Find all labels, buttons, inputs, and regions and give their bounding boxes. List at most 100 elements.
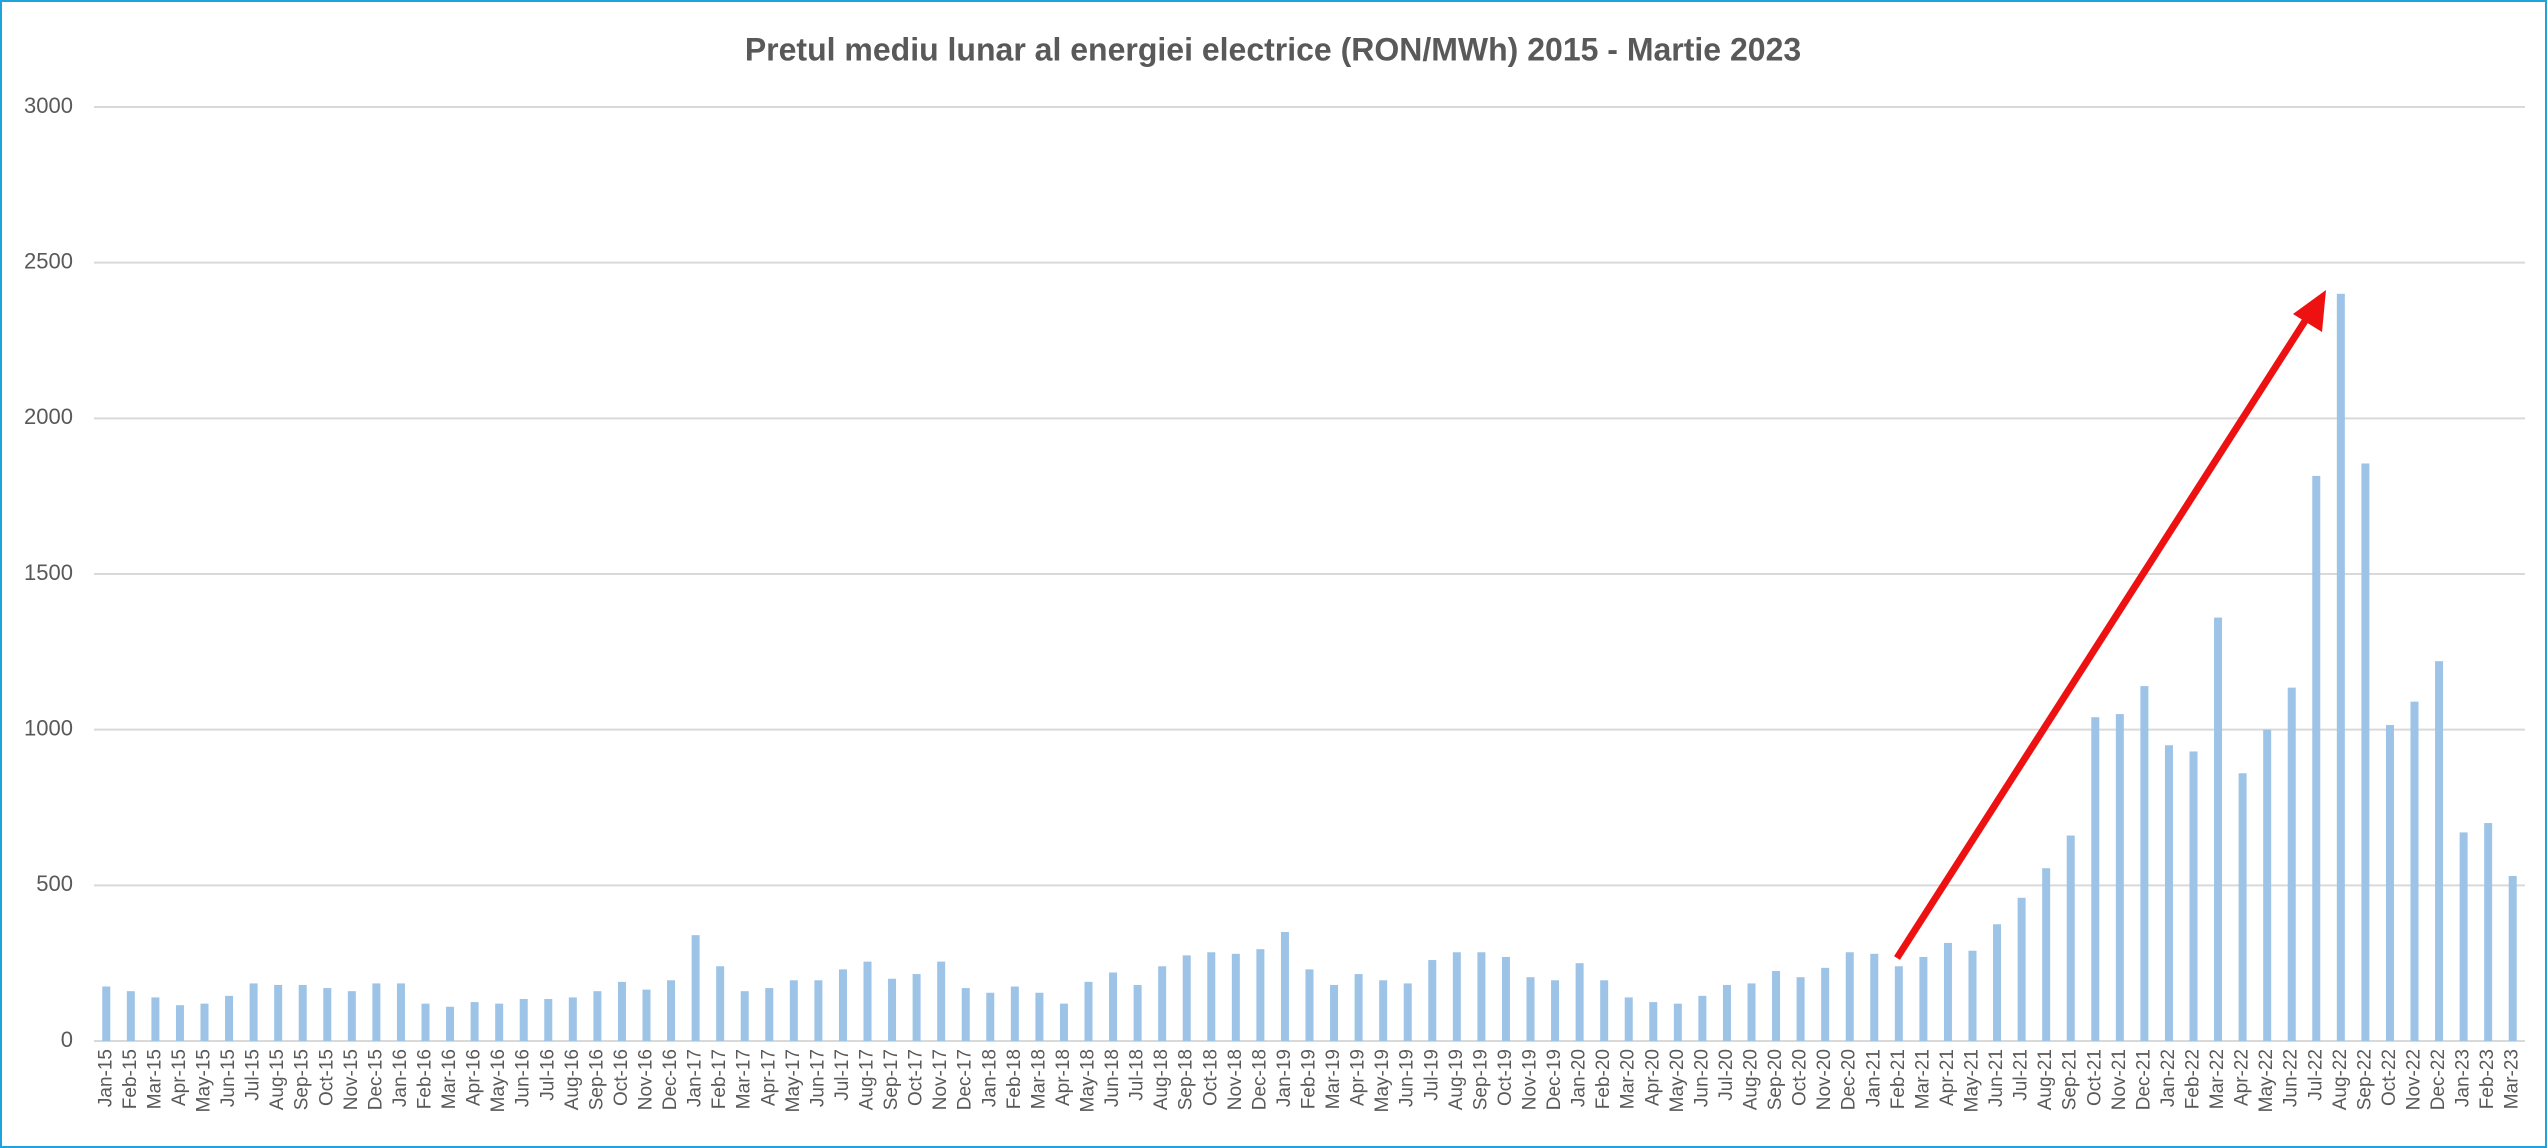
bar: [667, 980, 676, 1041]
bar: [2189, 751, 2198, 1041]
x-tick-label: Mar-15: [144, 1049, 165, 1109]
x-tick-label: Jul-21: [2011, 1049, 2032, 1101]
x-tick-label: Oct-21: [2084, 1049, 2105, 1106]
bar: [1403, 983, 1412, 1041]
bar: [1379, 980, 1388, 1041]
bar: [2484, 823, 2493, 1041]
x-tick-label: Jul-19: [1421, 1049, 1442, 1101]
x-tick-label: Nov-20: [1814, 1049, 1835, 1110]
y-tick-label: 2500: [24, 248, 73, 273]
arrow: [1894, 290, 2326, 960]
x-tick-label: Sep-21: [2060, 1049, 2081, 1110]
x-tick-label: Jun-19: [1397, 1049, 1418, 1107]
x-tick-label: Mar-23: [2502, 1049, 2523, 1109]
bar: [1526, 977, 1535, 1041]
bar: [421, 1003, 430, 1041]
x-tick-label: Feb-15: [120, 1049, 141, 1109]
x-tick-label: Jan-23: [2453, 1049, 2474, 1107]
bar: [1428, 960, 1437, 1041]
x-tick-label: Aug-19: [1446, 1049, 1467, 1110]
x-tick-label: Sep-17: [881, 1049, 902, 1110]
bar: [1305, 969, 1314, 1041]
y-tick-label: 2000: [24, 404, 73, 429]
x-tick-label: Sep-18: [1176, 1049, 1197, 1110]
bar: [1968, 950, 1977, 1041]
bar: [1894, 966, 1903, 1041]
y-tick-label: 1000: [24, 715, 73, 740]
y-tick-label: 1500: [24, 560, 73, 585]
bar: [1182, 955, 1191, 1041]
bar: [1551, 980, 1560, 1041]
x-tick-label: Mar-21: [1912, 1049, 1933, 1109]
x-tick-label: Aug-20: [1741, 1049, 1762, 1110]
x-tick-label: Jun-16: [513, 1049, 534, 1107]
bar: [1919, 956, 1928, 1041]
x-tick-label: Nov-18: [1225, 1049, 1246, 1110]
x-tick-label: Apr-19: [1348, 1049, 1369, 1106]
x-tick-label: May-18: [1078, 1049, 1099, 1112]
x-tick-label: Feb-23: [2477, 1049, 2498, 1109]
bar: [2385, 724, 2394, 1041]
bar: [716, 966, 725, 1041]
bar: [2459, 832, 2468, 1041]
x-tick-label: Jul-22: [2305, 1049, 2326, 1101]
bar: [1673, 1003, 1682, 1041]
bar: [2508, 875, 2517, 1041]
y-tick-label: 3000: [24, 93, 73, 118]
x-tick-label: Feb-18: [1004, 1049, 1025, 1109]
bar: [2091, 717, 2100, 1041]
bar: [151, 997, 160, 1041]
x-tick-label: Aug-15: [267, 1049, 288, 1110]
bar: [2164, 745, 2173, 1041]
x-tick-label: Feb-20: [1593, 1049, 1614, 1109]
x-tick-label: Jan-22: [2158, 1049, 2179, 1107]
x-tick-label: Feb-17: [709, 1049, 730, 1109]
x-tick-label: Jan-16: [390, 1049, 411, 1107]
bar: [126, 991, 135, 1041]
bar: [1231, 953, 1240, 1041]
x-tick-label: Jan-17: [685, 1049, 706, 1107]
bar: [765, 988, 774, 1041]
x-tick-label: Jun-21: [1986, 1049, 2007, 1107]
x-tick-label: Aug-22: [2330, 1049, 2351, 1110]
bar: [1722, 984, 1731, 1041]
bar: [323, 988, 332, 1041]
bar: [2140, 686, 2149, 1041]
x-tick-label: Jun-18: [1102, 1049, 1123, 1107]
x-tick-label: Mar-22: [2207, 1049, 2228, 1109]
x-tick-label: Jan-21: [1863, 1049, 1884, 1107]
bar: [1845, 952, 1854, 1041]
x-tick-label: Oct-20: [1790, 1049, 1811, 1106]
x-tick-label: Apr-17: [758, 1049, 779, 1106]
bar: [274, 984, 283, 1041]
bar: [1870, 953, 1879, 1041]
bar: [2263, 729, 2272, 1041]
bar: [298, 984, 307, 1041]
x-tick-label: Feb-19: [1299, 1049, 1320, 1109]
x-tick-label: Apr-18: [1053, 1049, 1074, 1106]
x-tick-label: Jul-16: [537, 1049, 558, 1101]
x-tick-label: Sep-20: [1765, 1049, 1786, 1110]
x-tick-label: Jan-20: [1569, 1049, 1590, 1107]
x-tick-label: Oct-22: [2379, 1049, 2400, 1106]
x-tick-label: Dec-19: [1544, 1049, 1565, 1110]
x-tick-label: Jul-18: [1127, 1049, 1148, 1101]
bar: [1698, 995, 1707, 1041]
bar: [2042, 868, 2051, 1041]
bar: [1600, 980, 1609, 1041]
bar: [2066, 835, 2075, 1041]
y-tick-label: 0: [61, 1027, 73, 1052]
bar: [2214, 617, 2223, 1041]
bar: [2361, 463, 2370, 1041]
bar: [1354, 974, 1363, 1041]
bar: [372, 983, 381, 1041]
x-tick-label: Nov-17: [930, 1049, 951, 1110]
bar: [519, 998, 528, 1041]
bar: [1624, 997, 1633, 1041]
x-tick-label: Dec-20: [1839, 1049, 1860, 1110]
x-tick-label: Oct-19: [1495, 1049, 1516, 1106]
x-tick-label: Mar-17: [734, 1049, 755, 1109]
x-tick-label: Nov-21: [2109, 1049, 2130, 1110]
x-tick-label: Aug-21: [2035, 1049, 2056, 1110]
x-tick-label: Sep-16: [586, 1049, 607, 1110]
